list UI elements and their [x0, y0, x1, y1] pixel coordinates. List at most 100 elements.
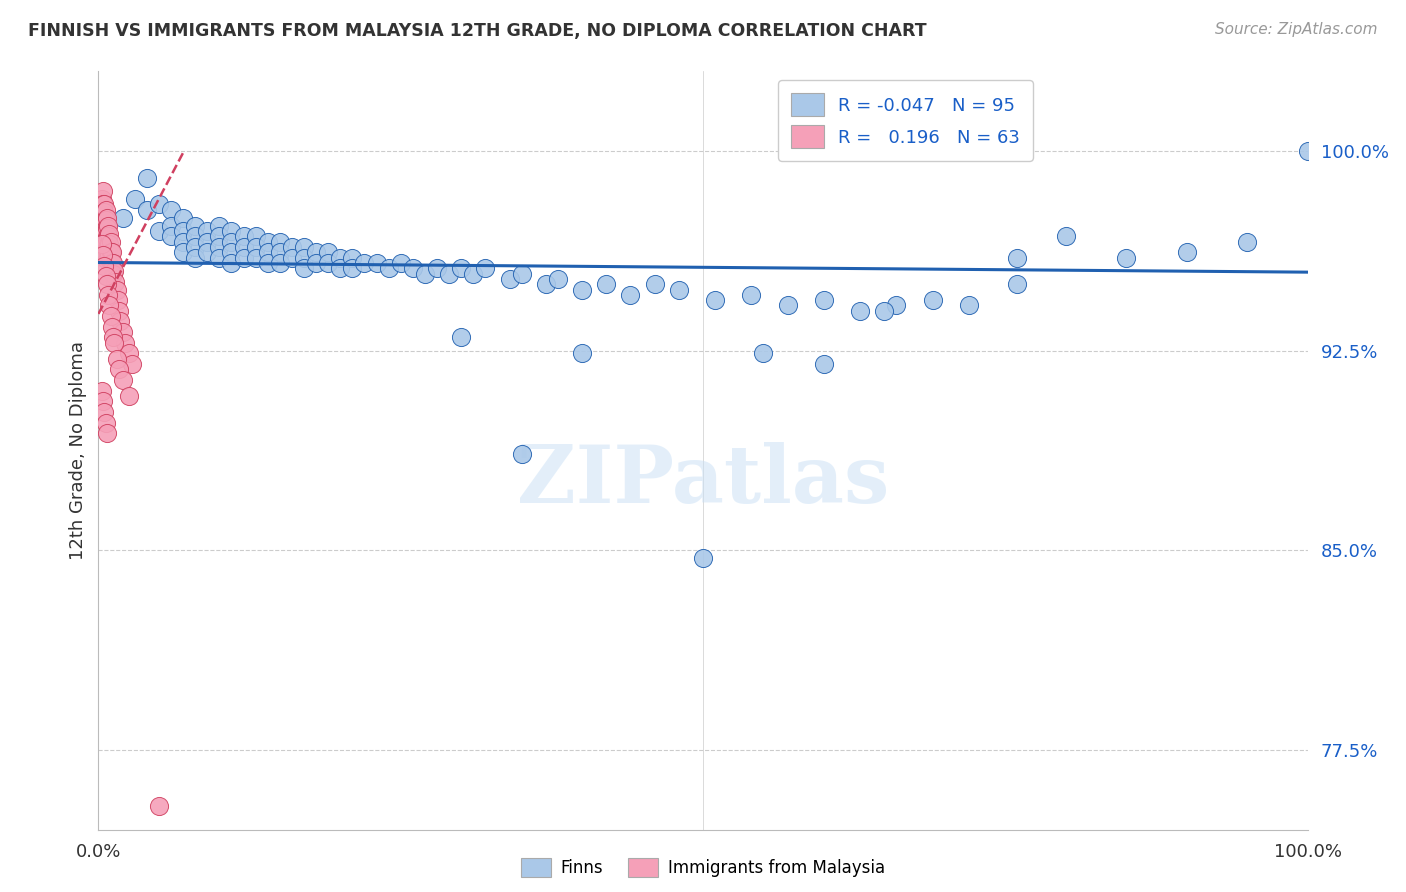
Point	[437, 267, 460, 281]
Point	[329, 251, 352, 265]
Point	[208, 240, 231, 254]
Point	[101, 330, 124, 344]
Point	[498, 272, 520, 286]
Point	[232, 251, 254, 265]
Point	[121, 357, 143, 371]
Point	[619, 288, 641, 302]
Point	[91, 394, 114, 409]
Point	[208, 219, 231, 233]
Point	[342, 251, 364, 265]
Point	[105, 283, 128, 297]
Point	[94, 202, 117, 217]
Point	[813, 357, 835, 371]
Point	[195, 235, 218, 249]
Point	[316, 256, 339, 270]
Point	[100, 245, 122, 260]
Point	[256, 245, 278, 260]
Point	[108, 314, 131, 328]
Point	[195, 224, 218, 238]
Point	[184, 229, 207, 244]
Point	[111, 373, 134, 387]
Point	[450, 261, 472, 276]
Point	[96, 243, 118, 257]
Point	[957, 298, 980, 312]
Point	[184, 240, 207, 254]
Text: Source: ZipAtlas.com: Source: ZipAtlas.com	[1215, 22, 1378, 37]
Point	[232, 229, 254, 244]
Point	[221, 224, 243, 238]
Point	[94, 235, 117, 249]
Point	[100, 256, 122, 270]
Point	[148, 224, 170, 238]
Point	[450, 330, 472, 344]
Point	[269, 235, 291, 249]
Point	[135, 202, 157, 217]
Point	[114, 335, 136, 350]
Point	[93, 216, 115, 230]
Point	[148, 798, 170, 813]
Point	[1007, 277, 1029, 292]
Point	[184, 251, 207, 265]
Point	[413, 267, 436, 281]
Point	[108, 303, 131, 318]
Point	[292, 261, 315, 276]
Point	[692, 551, 714, 566]
Point	[94, 213, 117, 227]
Point	[245, 229, 267, 244]
Point	[97, 240, 120, 254]
Point	[100, 256, 122, 270]
Point	[571, 346, 593, 360]
Point	[98, 237, 121, 252]
Point	[342, 261, 364, 276]
Point	[96, 277, 118, 292]
Point	[96, 232, 118, 246]
Point	[644, 277, 666, 292]
Point	[135, 170, 157, 185]
Point	[740, 288, 762, 302]
Point	[1115, 251, 1137, 265]
Point	[96, 211, 118, 225]
Point	[124, 192, 146, 206]
Point	[91, 192, 114, 206]
Point	[1007, 251, 1029, 265]
Point	[98, 227, 121, 241]
Point	[232, 240, 254, 254]
Point	[93, 197, 115, 211]
Point	[172, 224, 194, 238]
Point	[100, 235, 122, 249]
Point	[195, 245, 218, 260]
Point	[97, 219, 120, 233]
Point	[91, 384, 114, 398]
Point	[91, 237, 114, 252]
Point	[463, 267, 485, 281]
Point	[100, 319, 122, 334]
Point	[281, 240, 304, 254]
Point	[94, 416, 117, 430]
Point	[101, 267, 124, 281]
Point	[776, 298, 799, 312]
Point	[91, 202, 114, 217]
Point	[98, 248, 121, 262]
Point	[377, 261, 399, 276]
Point	[94, 269, 117, 284]
Point	[118, 346, 141, 360]
Point	[256, 256, 278, 270]
Point	[752, 346, 775, 360]
Point	[111, 211, 134, 225]
Point	[91, 248, 114, 262]
Point	[221, 245, 243, 260]
Point	[96, 221, 118, 235]
Point	[184, 219, 207, 233]
Point	[105, 351, 128, 366]
Point	[426, 261, 449, 276]
Point	[316, 245, 339, 260]
Point	[93, 224, 115, 238]
Legend: Finns, Immigrants from Malaysia: Finns, Immigrants from Malaysia	[515, 851, 891, 884]
Point	[160, 219, 183, 233]
Point	[1054, 229, 1077, 244]
Point	[108, 362, 131, 376]
Text: ZIPatlas: ZIPatlas	[517, 442, 889, 520]
Legend: R = -0.047   N = 95, R =   0.196   N = 63: R = -0.047 N = 95, R = 0.196 N = 63	[779, 80, 1032, 161]
Text: FINNISH VS IMMIGRANTS FROM MALAYSIA 12TH GRADE, NO DIPLOMA CORRELATION CHART: FINNISH VS IMMIGRANTS FROM MALAYSIA 12TH…	[28, 22, 927, 40]
Point	[402, 261, 425, 276]
